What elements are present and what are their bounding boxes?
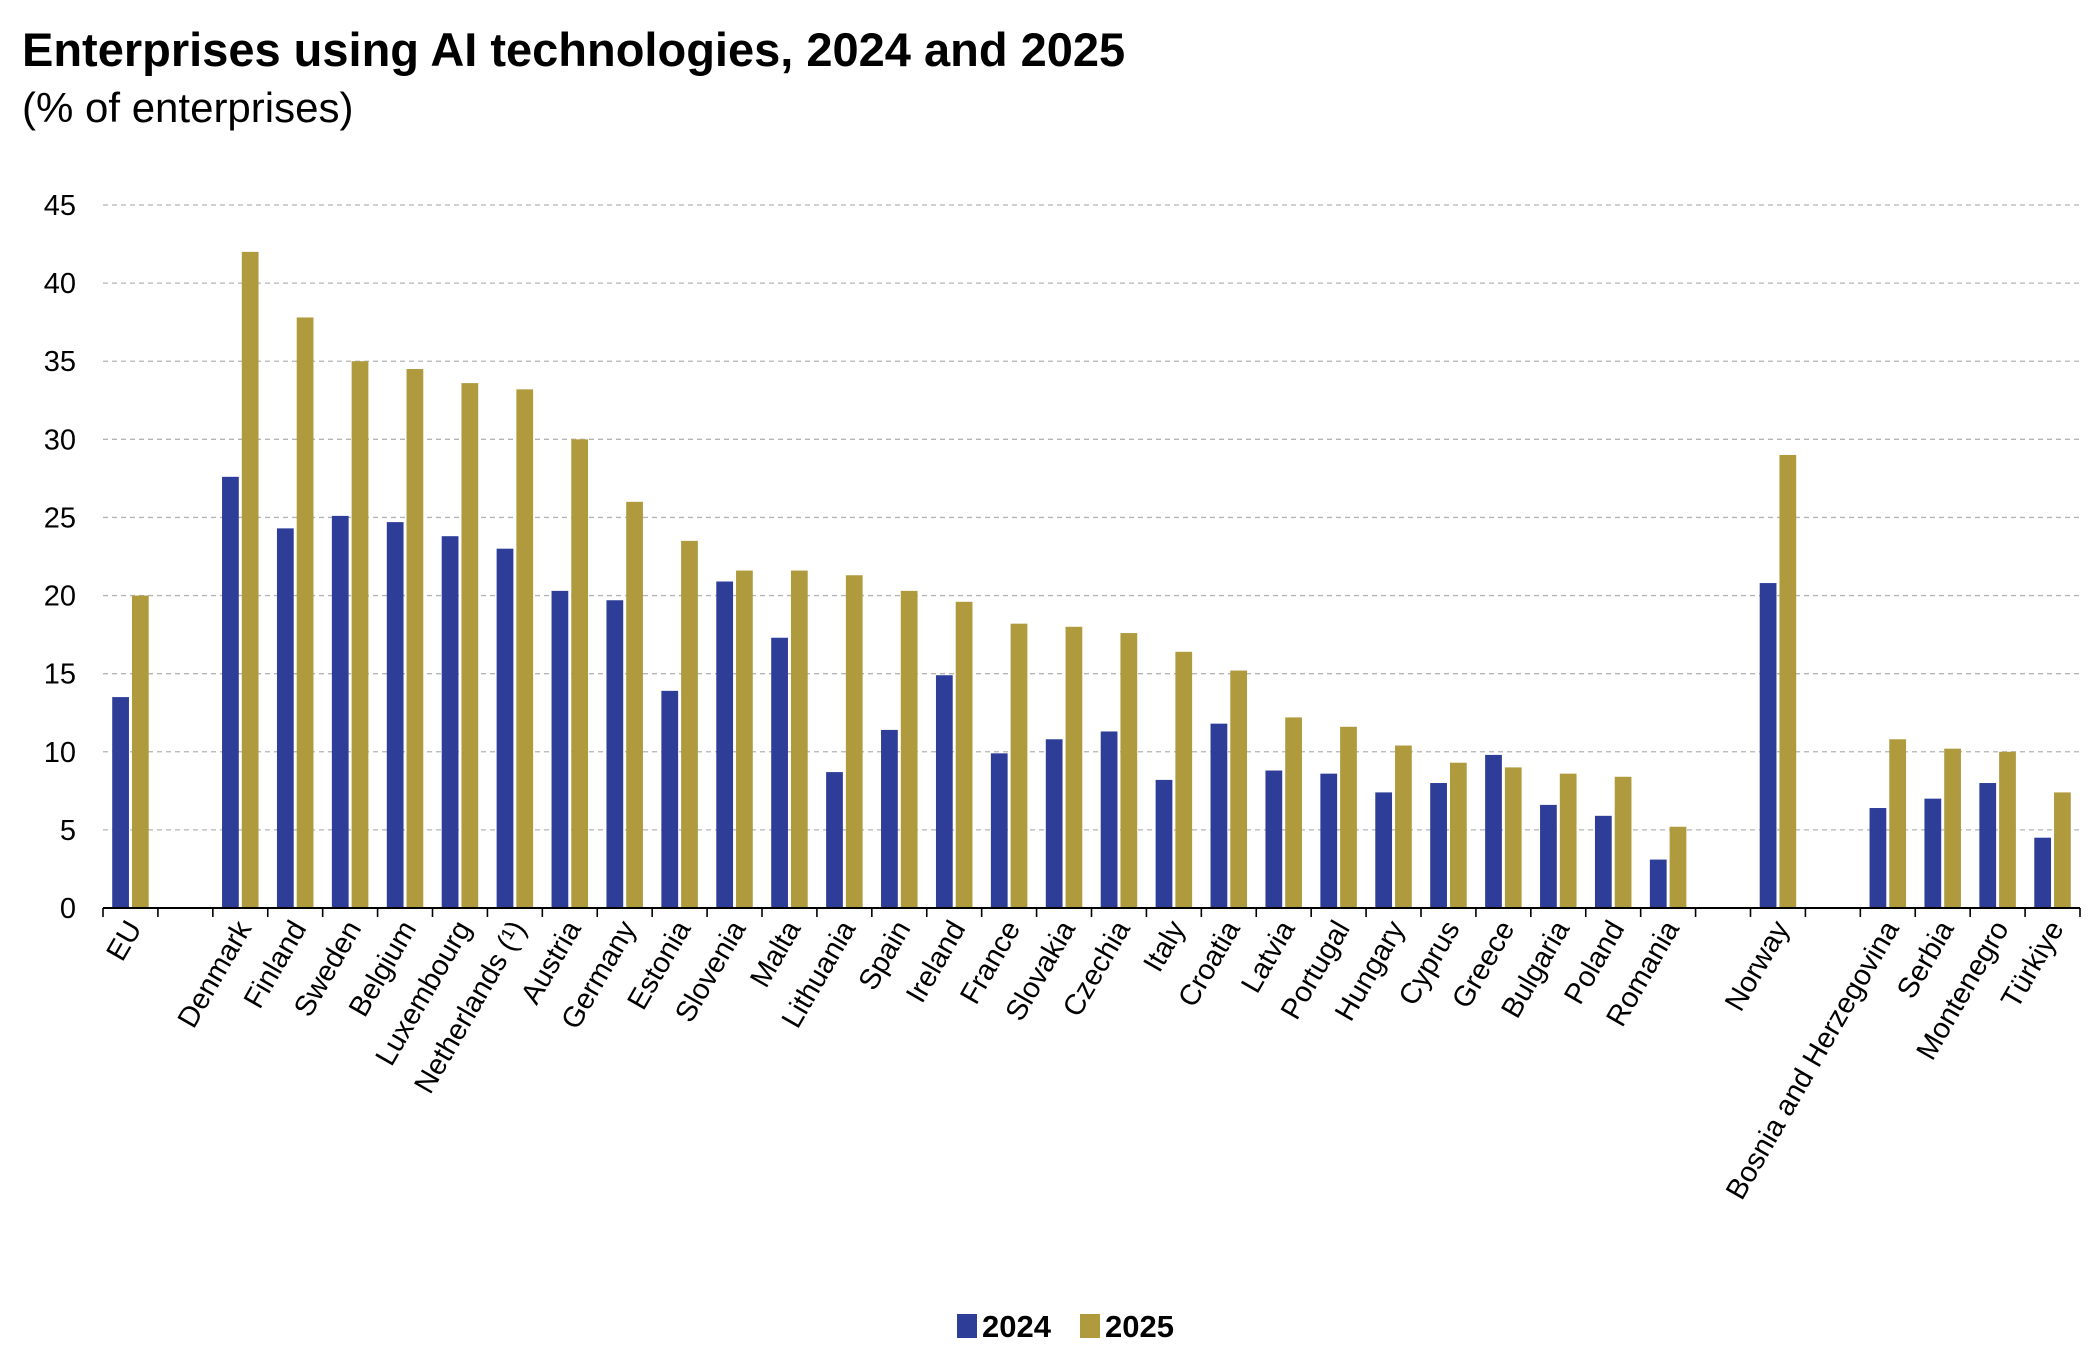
bar-2024-Denmark xyxy=(222,476,239,908)
bar-2024-Hungary xyxy=(1375,792,1393,908)
y-tick-label: 10 xyxy=(44,737,76,769)
gridlines xyxy=(103,204,2080,831)
bar-2025-Cyprus xyxy=(1449,762,1467,908)
bar-2025-Belgium xyxy=(406,369,424,908)
bar-2025-Spain xyxy=(900,590,918,908)
bar-2024-Bulgaria xyxy=(1540,804,1557,908)
x-tick-label: EU xyxy=(101,916,149,967)
bar-2025-Hungary xyxy=(1395,745,1412,908)
bar-2025-Sweden xyxy=(351,361,369,908)
bar-2024-Estonia xyxy=(661,690,679,908)
bar-2024-Bosnia and Herzegovina xyxy=(1869,808,1887,908)
y-tick-label: 30 xyxy=(44,424,76,456)
bar-2024-Slovakia xyxy=(1045,739,1063,908)
bar-2024-Luxembourg xyxy=(441,536,459,908)
bar-2024-Sweden xyxy=(331,515,349,908)
bar-2025-Italy xyxy=(1175,651,1193,908)
bar-2024-Romania xyxy=(1649,859,1667,908)
bar-2025-Netherlands (¹) xyxy=(516,389,534,908)
bar-2025-EU xyxy=(131,595,149,908)
bar-2024-Türkiye xyxy=(2034,837,2052,908)
bar-2024-Finland xyxy=(276,528,294,908)
bars xyxy=(112,251,2071,909)
bar-2025-Greece xyxy=(1504,767,1522,908)
legend-label-2025: 2025 xyxy=(1105,1309,1174,1344)
bar-2024-Greece xyxy=(1485,754,1502,908)
bar-2025-Latvia xyxy=(1285,717,1302,908)
bar-2024-Montenegro xyxy=(1979,783,1997,908)
legend: 2024 2025 xyxy=(957,1309,1174,1344)
bar-2024-Slovenia xyxy=(716,581,734,908)
bar-2025-Türkiye xyxy=(2054,792,2071,908)
bar-2025-Ireland xyxy=(955,601,973,908)
chart-subtitle: (% of enterprises) xyxy=(22,84,354,131)
bar-2024-Spain xyxy=(881,729,898,908)
bar-2024-Poland xyxy=(1594,815,1612,908)
bar-2024-Serbia xyxy=(1924,798,1942,908)
y-tick-label: 0 xyxy=(60,893,76,925)
bar-2024-France xyxy=(990,753,1008,908)
y-tick-label: 35 xyxy=(44,346,76,378)
bar-2025-Slovakia xyxy=(1065,626,1083,908)
bar-2025-Bulgaria xyxy=(1559,773,1577,908)
bar-2024-Croatia xyxy=(1210,723,1228,908)
bar-2024-EU xyxy=(112,697,129,908)
bar-2025-Croatia xyxy=(1230,670,1248,908)
bar-2024-Cyprus xyxy=(1430,783,1447,908)
bar-2024-Germany xyxy=(606,600,624,908)
bar-2025-Germany xyxy=(626,501,643,908)
y-tick-label: 40 xyxy=(44,268,76,300)
bar-2024-Czechia xyxy=(1100,731,1118,908)
bar-2025-Montenegro xyxy=(1999,751,2016,908)
y-tick-label: 45 xyxy=(44,190,76,222)
y-tick-label: 20 xyxy=(44,581,76,613)
bar-2025-France xyxy=(1010,623,1028,908)
bar-2024-Austria xyxy=(551,590,569,908)
bar-2024-Ireland xyxy=(935,675,953,908)
y-tick-label: 25 xyxy=(44,502,76,534)
bar-2024-Portugal xyxy=(1320,773,1338,908)
chart-title: Enterprises using AI technologies, 2024 … xyxy=(22,23,1126,76)
bar-2024-Malta xyxy=(771,637,788,908)
bar-2025-Bosnia and Herzegovina xyxy=(1889,739,1907,908)
bar-2024-Belgium xyxy=(386,522,404,908)
legend-label-2024: 2024 xyxy=(982,1309,1052,1344)
bar-2025-Slovenia xyxy=(736,570,753,908)
bar-2025-Lithuania xyxy=(845,575,863,908)
bar-2025-Portugal xyxy=(1340,726,1357,908)
bar-2024-Italy xyxy=(1155,779,1173,908)
x-tick-label: Denmark xyxy=(172,915,259,1033)
bar-2025-Estonia xyxy=(681,540,698,908)
y-tick-label: 5 xyxy=(60,815,76,847)
x-axis xyxy=(102,907,2081,917)
bar-2024-Netherlands (¹) xyxy=(496,548,514,908)
bar-2025-Serbia xyxy=(1944,748,1961,908)
bar-2025-Czechia xyxy=(1120,633,1138,908)
bar-2025-Finland xyxy=(296,317,314,909)
bar-2025-Denmark xyxy=(241,251,259,908)
legend-swatch-2024 xyxy=(957,1314,977,1338)
bar-2025-Malta xyxy=(790,570,808,908)
x-tick-label: Norway xyxy=(1719,915,1796,1017)
x-axis-tick-labels: EU DenmarkFinlandSwedenBelgiumLuxembourgN… xyxy=(101,915,2071,1205)
y-axis-tick-labels: 0 5 10 15 20 25 30 35 40 45 xyxy=(44,190,76,925)
bar-2024-Latvia xyxy=(1265,770,1283,908)
x-tick-label: Italy xyxy=(1138,915,1193,977)
bar-2025-Luxembourg xyxy=(461,383,479,908)
bar-2025-Romania xyxy=(1669,826,1687,908)
bar-2025-Poland xyxy=(1614,776,1632,908)
bar-2025-Norway xyxy=(1779,454,1797,908)
bar-2024-Lithuania xyxy=(826,772,843,908)
bar-2025-Austria xyxy=(571,439,589,908)
legend-swatch-2025 xyxy=(1080,1314,1100,1338)
y-tick-label: 15 xyxy=(44,659,76,691)
bar-2024-Norway xyxy=(1759,583,1777,908)
